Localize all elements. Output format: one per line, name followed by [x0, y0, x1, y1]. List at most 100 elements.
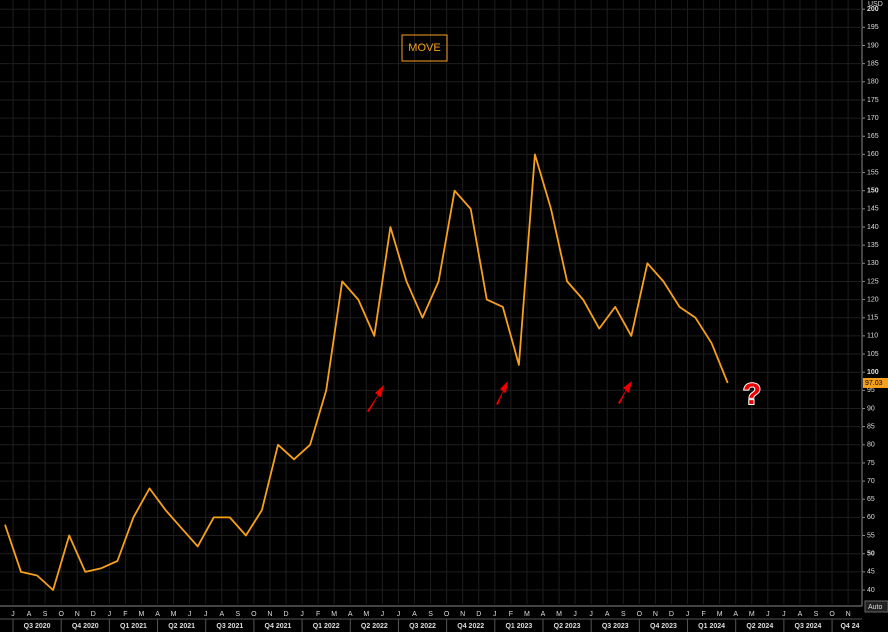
y-tick-label: 65: [867, 496, 875, 503]
x-tick-label: O: [251, 611, 257, 618]
x-tick-label: J: [188, 611, 192, 618]
y-tick-label: 120: [867, 296, 879, 303]
x-tick-label: A: [27, 611, 32, 618]
x-tick-label: S: [814, 611, 819, 618]
arrow: [496, 381, 508, 405]
y-tick-label: 190: [867, 42, 879, 49]
x-quarter-label: Q2 2021: [168, 623, 195, 630]
x-tick-label: J: [300, 611, 304, 618]
x-quarter-label: Q4 24: [840, 623, 859, 630]
x-tick-label: A: [219, 611, 224, 618]
x-tick-label: F: [123, 611, 127, 618]
x-tick-label: D: [91, 611, 96, 618]
x-tick-label: F: [316, 611, 320, 618]
y-tick-label: 55: [867, 532, 875, 539]
x-tick-label: O: [444, 611, 450, 618]
x-tick-label: A: [798, 611, 803, 618]
x-tick-label: J: [397, 611, 401, 618]
x-quarter-label: Q1 2021: [120, 623, 147, 630]
y-tick-label: 50: [867, 551, 875, 558]
x-tick-label: M: [524, 611, 530, 618]
arrows: [367, 381, 632, 412]
y-tick-label: 60: [867, 514, 875, 521]
x-tick-label: A: [348, 611, 353, 618]
y-tick-label: 155: [867, 169, 879, 176]
legend-box: [401, 34, 448, 62]
y-tick-label: 180: [867, 79, 879, 86]
x-quarter-label: Q3 2021: [216, 623, 243, 630]
x-tick-label: N: [460, 611, 465, 618]
x-tick-label: S: [428, 611, 433, 618]
last-value-label: 97.03: [865, 380, 883, 387]
x-tick-label: F: [509, 611, 513, 618]
x-tick-label: N: [846, 611, 851, 618]
y-tick-label: 100: [867, 369, 879, 376]
y-tick-label: 150: [867, 188, 879, 195]
x-quarter-label: Q4 2021: [265, 623, 292, 630]
x-quarter-label: Q3 2023: [602, 623, 629, 630]
y-tick-label: 185: [867, 60, 879, 67]
y-tick-label: 135: [867, 242, 879, 249]
y-tick-label: 80: [867, 442, 875, 449]
y-tick-label: 95: [867, 387, 875, 394]
y-tick-label: 90: [867, 405, 875, 412]
y-tick-label: 85: [867, 423, 875, 430]
y-tick-label: 160: [867, 151, 879, 158]
x-tick-label: O: [637, 611, 643, 618]
x-quarter-label: Q4 2020: [72, 623, 99, 630]
x-quarter-label: Q4 2022: [457, 623, 484, 630]
x-quarter-label: Q1 2024: [698, 623, 725, 630]
y-tick-label: 45: [867, 569, 875, 576]
x-tick-label: J: [686, 611, 690, 618]
x-tick-label: M: [331, 611, 337, 618]
y-tick-label: 145: [867, 206, 879, 213]
annotation: ?: [743, 378, 761, 411]
x-tick-label: J: [108, 611, 112, 618]
x-tick-label: A: [541, 611, 546, 618]
x-tick-label: A: [412, 611, 417, 618]
x-tick-label: J: [381, 611, 385, 618]
x-quarter-label: Q3 2020: [24, 623, 51, 630]
y-tick-label: 115: [867, 315, 878, 322]
y-tick-label: 40: [867, 587, 875, 594]
y-tick-label: 140: [867, 224, 879, 231]
last-value-box: [863, 377, 888, 388]
x-tick-label: A: [733, 611, 738, 618]
x-quarter-label: Q3 2022: [409, 623, 436, 630]
x-tick-label: M: [556, 611, 562, 618]
x-quarter-label: Q2 2024: [746, 623, 773, 630]
y-tick-label: 195: [867, 24, 879, 31]
arrow: [618, 381, 632, 404]
legend-label: MOVE: [408, 42, 440, 54]
auto-box: [864, 600, 888, 613]
x-quarter-label: Q2 2023: [554, 623, 581, 630]
x-quarter-label: Q3 2024: [795, 623, 822, 630]
x-tick-label: M: [139, 611, 145, 618]
series-line: [4, 153, 729, 591]
x-tick-label: S: [236, 611, 241, 618]
y-tick-label: 175: [867, 97, 879, 104]
x-tick-label: S: [621, 611, 626, 618]
x-tick-label: J: [204, 611, 208, 618]
x-tick-label: J: [782, 611, 786, 618]
y-tick-label: 70: [867, 478, 875, 485]
x-quarter-label: Q4 2023: [650, 623, 677, 630]
x-tick-label: J: [493, 611, 497, 618]
x-tick-label: D: [476, 611, 481, 618]
x-tick-label: J: [11, 611, 15, 618]
x-tick-label: N: [653, 611, 658, 618]
auto-label[interactable]: Auto: [868, 604, 883, 611]
x-tick-label: M: [171, 611, 177, 618]
x-tick-label: A: [155, 611, 160, 618]
y-tick-label: 125: [867, 278, 879, 285]
x-tick-label: N: [267, 611, 272, 618]
x-tick-label: J: [573, 611, 577, 618]
y-tick-label: 170: [867, 115, 879, 122]
x-quarter-label: Q1 2022: [313, 623, 340, 630]
y-tick-label: 75: [867, 460, 875, 467]
y-tick-label: 105: [867, 351, 879, 358]
x-tick-label: D: [669, 611, 674, 618]
x-quarter-label: Q1 2023: [505, 623, 532, 630]
